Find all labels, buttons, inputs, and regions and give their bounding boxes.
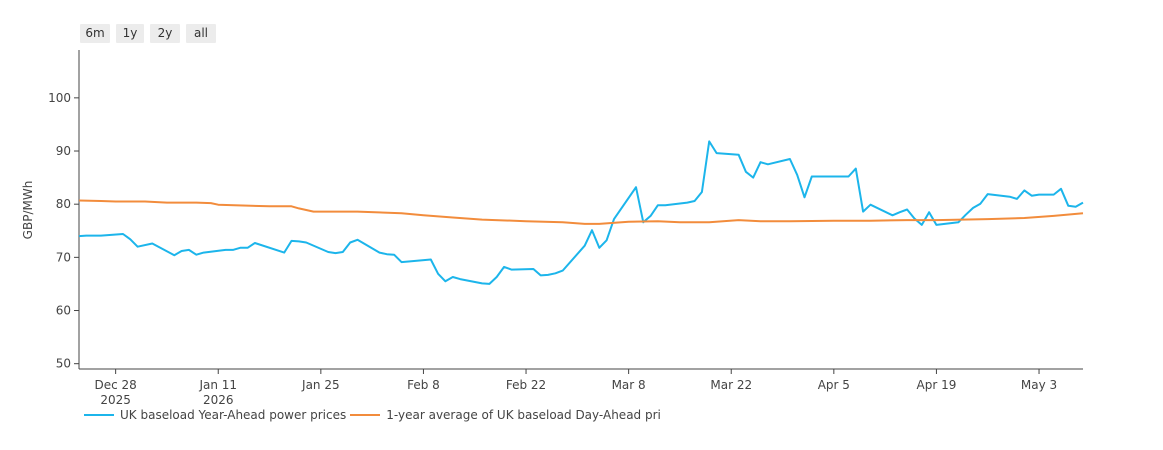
y-tick-label: 80 bbox=[56, 197, 71, 211]
x-tick-label: Feb 8 bbox=[407, 378, 440, 392]
legend-swatch bbox=[84, 414, 114, 416]
x-tick-label: Apr 5 bbox=[818, 378, 850, 392]
x-tick-label: Apr 19 bbox=[917, 378, 957, 392]
series-layer bbox=[78, 140, 1084, 285]
x-tick-label: Jan 11 bbox=[198, 378, 237, 392]
legend-label: UK baseload Year-Ahead power prices bbox=[120, 408, 347, 422]
y-axis: 50 60 70 80 90 100 bbox=[48, 50, 80, 371]
series-line-year-ahead bbox=[78, 140, 1084, 285]
x-tick-label: Mar 22 bbox=[710, 378, 752, 392]
y-tick-label: 50 bbox=[56, 357, 71, 371]
range-selector: 6m 1y 2y all bbox=[80, 24, 216, 43]
y-tick-label: 90 bbox=[56, 144, 71, 158]
x-tick-label: Feb 22 bbox=[506, 378, 546, 392]
x-tick-sublabel: 2025 bbox=[100, 393, 131, 407]
x-tick-label: Jan 25 bbox=[301, 378, 340, 392]
range-button-6m[interactable]: 6m bbox=[80, 24, 110, 43]
legend-swatch bbox=[350, 414, 381, 416]
range-button-all[interactable]: all bbox=[186, 24, 216, 43]
x-tick-sublabel: 2026 bbox=[203, 393, 234, 407]
legend: UK baseload Year-Ahead power prices 1-ye… bbox=[84, 408, 665, 422]
x-tick-label: Mar 8 bbox=[612, 378, 646, 392]
y-tick-label: 60 bbox=[56, 304, 71, 318]
legend-item-day-ahead-average[interactable]: 1-year average of UK baseload Day-Ahead … bbox=[350, 408, 661, 422]
range-button-1y[interactable]: 1y bbox=[116, 24, 144, 43]
x-tick-label: Dec 28 bbox=[94, 378, 136, 392]
y-axis-title: GBP/MWh bbox=[21, 181, 35, 240]
y-tick-label: 100 bbox=[48, 91, 71, 105]
legend-item-year-ahead[interactable]: UK baseload Year-Ahead power prices bbox=[84, 408, 346, 422]
x-tick-label: May 3 bbox=[1021, 378, 1057, 392]
range-button-2y[interactable]: 2y bbox=[150, 24, 180, 43]
series-line-day-ahead-average bbox=[78, 199, 1084, 225]
legend-label: 1-year average of UK baseload Day-Ahead … bbox=[386, 408, 661, 422]
y-tick-label: 70 bbox=[56, 250, 71, 264]
